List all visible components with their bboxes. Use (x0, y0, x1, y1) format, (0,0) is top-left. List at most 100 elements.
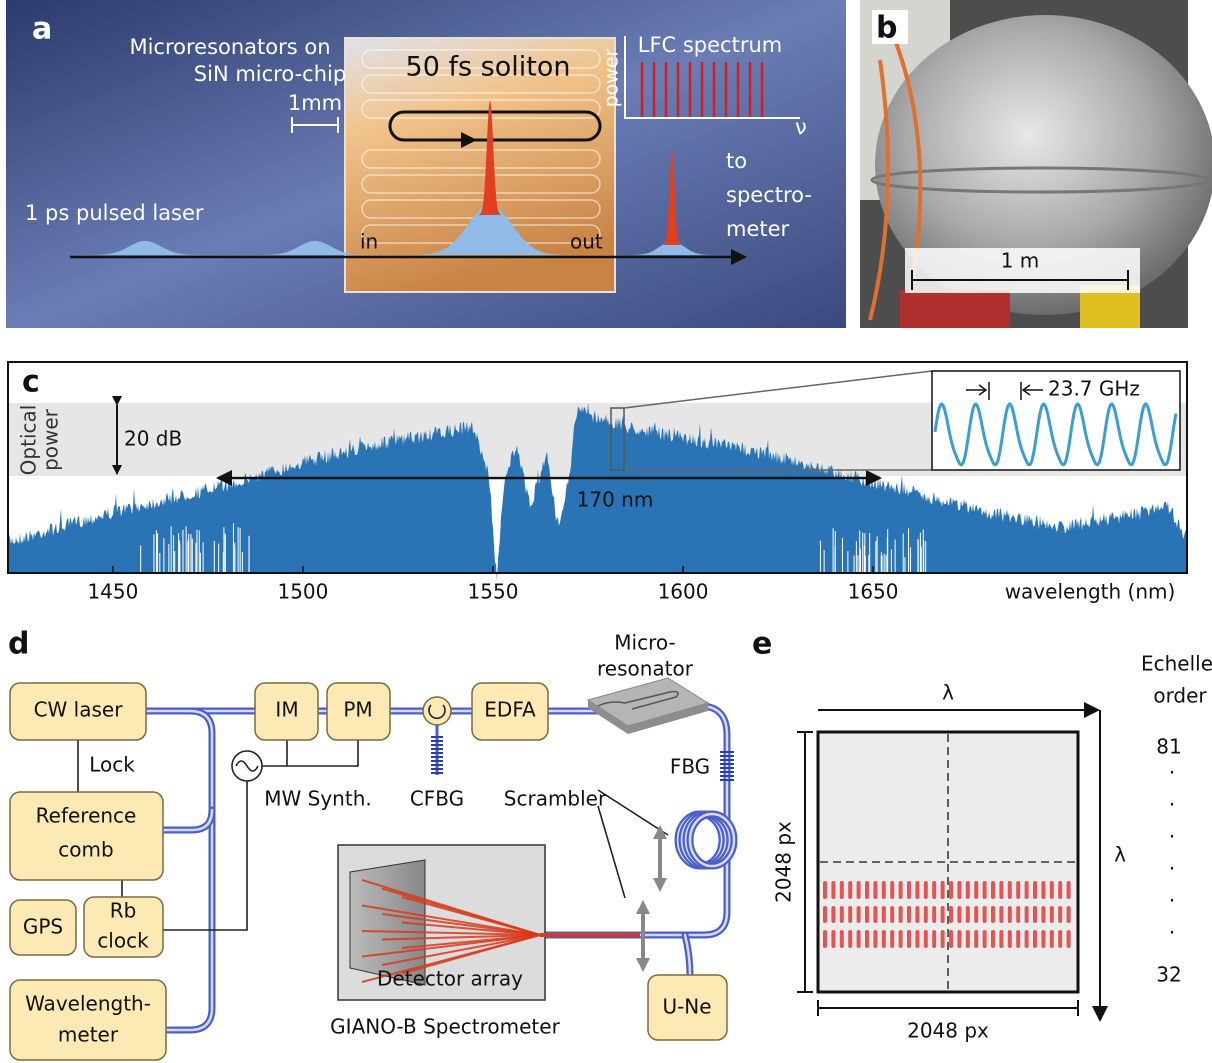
order-streak (857, 881, 861, 899)
inset-title: LFC spectrum (638, 33, 783, 57)
node-label: GIANO-B Spectrometer (330, 1015, 560, 1039)
order-streak (899, 930, 903, 948)
order-streak (1008, 881, 1012, 899)
node-label: MW Synth. (264, 787, 371, 811)
order-title: order (1153, 684, 1207, 708)
order-streak (941, 881, 945, 899)
node-label: PM (343, 698, 372, 722)
circulator (423, 697, 451, 725)
node-label: Rb (110, 899, 137, 923)
x-label: wavelength (nm) (1005, 580, 1176, 604)
order-streak (915, 906, 919, 923)
order-streak (840, 906, 844, 923)
order-streak (907, 881, 911, 899)
node-label: CFBG (410, 787, 464, 811)
order-dot: . (1169, 883, 1175, 907)
lambda-label: λ (942, 681, 954, 705)
order-streak (1058, 930, 1062, 948)
order-streak (1067, 906, 1071, 923)
node-label: Detector array (377, 967, 523, 991)
x-tick-label: 1550 (468, 580, 519, 604)
order-streak (823, 930, 827, 948)
output-label: spectro- (726, 183, 812, 207)
order-streak (966, 881, 970, 899)
order-last: 32 (1156, 963, 1181, 987)
order-streak (857, 906, 861, 923)
order-streak (974, 930, 978, 948)
order-streak (873, 881, 877, 899)
figure: a Microresonators on SiN micro-chip 1mm … (0, 0, 1212, 1063)
input-label: 1 ps pulsed laser (25, 201, 204, 225)
detector (818, 732, 1078, 992)
order-streak (1041, 881, 1045, 899)
y-label: power (39, 408, 63, 471)
order-streak (882, 930, 886, 948)
in-label: in (360, 230, 378, 254)
lambda-label: λ (1114, 843, 1126, 867)
page: {"panel_a": {"label": "a", "chip_caption… (0, 0, 1212, 1063)
node-label: Micro- (614, 631, 675, 655)
order-streak (999, 930, 1003, 948)
scale-label: 1 m (1001, 249, 1040, 273)
height-label: 2048 px (772, 821, 796, 903)
out-label: out (570, 230, 603, 254)
panel-d: d CW laser Lock Reference comb GPS Rb cl… (8, 627, 734, 1061)
order-streak (1016, 881, 1020, 899)
order-streak (882, 906, 886, 923)
order-streak (949, 930, 953, 948)
order-streak (932, 881, 936, 899)
zoom-line (624, 371, 932, 408)
order-streak (823, 881, 827, 899)
order-streak (1050, 906, 1054, 923)
order-streak (924, 930, 928, 948)
order-streak (831, 930, 835, 948)
spacing-label: 23.7 GHz (1048, 377, 1140, 401)
order-title: Echelle (1141, 652, 1212, 676)
node-label: GPS (23, 915, 63, 939)
x-tick-label: 1650 (848, 580, 899, 604)
order-dots: ...... (1169, 755, 1175, 939)
inset-x-label: ν (795, 115, 807, 139)
node-label: EDFA (484, 698, 536, 722)
node-label: Wavelength- (25, 992, 151, 1016)
link-label: Lock (89, 753, 135, 777)
span-label: 170 nm (577, 488, 654, 512)
order-streak (899, 881, 903, 899)
order-streak (974, 881, 978, 899)
order-streak (915, 881, 919, 899)
scale-label: 1mm (288, 91, 342, 115)
node-label: resonator (597, 657, 694, 681)
order-streak (941, 930, 945, 948)
order-streak (1041, 906, 1045, 923)
order-streak (991, 930, 995, 948)
node-label: U-Ne (662, 995, 711, 1019)
order-streak (932, 906, 936, 923)
order-streak (966, 906, 970, 923)
soliton-label: 50 fs soliton (406, 52, 571, 83)
range-label: 20 dB (124, 427, 182, 451)
x-tick-label: 1500 (277, 580, 328, 604)
order-streak (974, 906, 978, 923)
node-label: IM (275, 698, 298, 722)
order-streak (999, 906, 1003, 923)
order-streak (890, 906, 894, 923)
order-streak (991, 906, 995, 923)
equipment (900, 290, 1010, 328)
order-streak (957, 906, 961, 923)
order-streak (1025, 881, 1029, 899)
order-streak (983, 906, 987, 923)
order-streak (949, 906, 953, 923)
order-streak (865, 906, 869, 923)
panel-e: e λ λ Echelle order 81 ...... 32 2048 px… (752, 627, 1212, 1043)
order-streak (840, 881, 844, 899)
order-streak (924, 881, 928, 899)
order-streak (865, 881, 869, 899)
order-streak (924, 906, 928, 923)
inset-y-label: power (601, 48, 623, 107)
output-label: to (726, 149, 747, 173)
order-streak (1050, 930, 1054, 948)
order-dot: . (1169, 755, 1175, 779)
order-streak (823, 906, 827, 923)
order-streak (941, 906, 945, 923)
